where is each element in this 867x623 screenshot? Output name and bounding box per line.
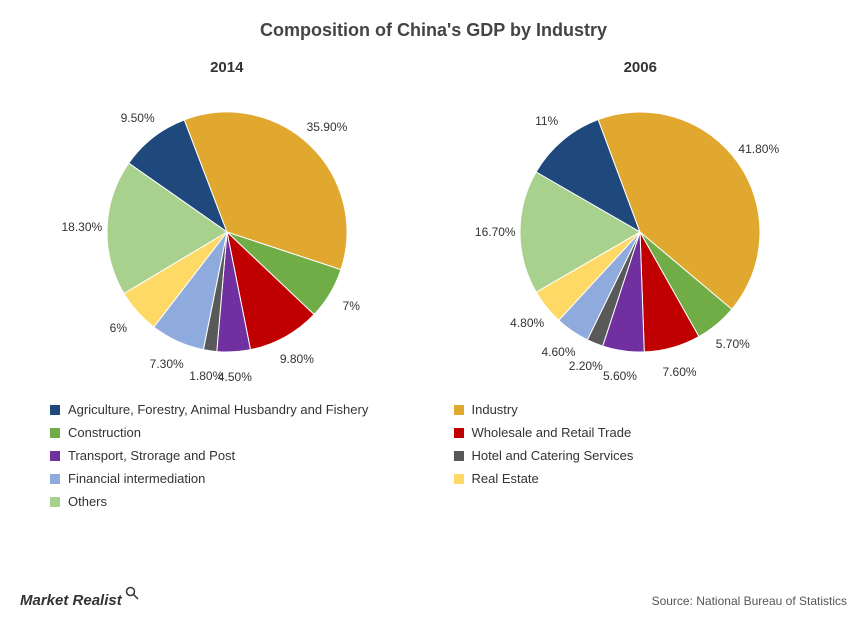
source-text: Source: National Bureau of Statistics: [652, 594, 847, 608]
legend-label: Agriculture, Forestry, Animal Husbandry …: [68, 402, 368, 417]
legend-swatch: [454, 428, 464, 438]
legend-item-real_estate: Real Estate: [454, 471, 818, 486]
pie-chart-2006: 11%41.80%5.70%7.60%5.60%2.20%4.60%4.80%1…: [490, 82, 790, 382]
legend-label: Real Estate: [472, 471, 539, 486]
slice-label-others: 16.70%: [475, 225, 516, 239]
legend-item-transport: Transport, Strorage and Post: [50, 448, 414, 463]
brand-text: Market Realist: [20, 592, 122, 609]
chart-year-label: 2014: [210, 59, 243, 76]
legend-label: Others: [68, 494, 107, 509]
slice-label-financial: 4.60%: [541, 345, 575, 359]
legend-item-others: Others: [50, 494, 414, 509]
slice-label-industry: 35.90%: [307, 120, 348, 134]
slice-label-transport: 5.60%: [603, 369, 637, 383]
pie-chart-2014: 9.50%35.90%7%9.80%4.50%1.80%7.30%6%18.30…: [77, 82, 377, 382]
magnify-icon: [125, 586, 139, 603]
footer: Market Realist Source: National Bureau o…: [20, 592, 847, 609]
slice-label-real_estate: 4.80%: [510, 316, 544, 330]
legend-item-wholesale: Wholesale and Retail Trade: [454, 425, 818, 440]
legend-label: Industry: [472, 402, 518, 417]
slice-label-hotel: 1.80%: [189, 369, 223, 383]
legend: Agriculture, Forestry, Animal Husbandry …: [20, 402, 847, 509]
slice-label-hotel: 2.20%: [569, 359, 603, 373]
legend-swatch: [50, 451, 60, 461]
chart-title: Composition of China's GDP by Industry: [20, 20, 847, 41]
legend-item-hotel: Hotel and Catering Services: [454, 448, 818, 463]
legend-item-financial: Financial intermediation: [50, 471, 414, 486]
chart-column-2014: 20149.50%35.90%7%9.80%4.50%1.80%7.30%6%1…: [77, 59, 377, 382]
slice-label-wholesale: 7.60%: [663, 365, 697, 379]
slice-label-construction: 7%: [343, 299, 360, 313]
slice-label-wholesale: 9.80%: [280, 352, 314, 366]
legend-swatch: [454, 405, 464, 415]
chart-container: Composition of China's GDP by Industry 2…: [0, 0, 867, 623]
legend-item-agriculture: Agriculture, Forestry, Animal Husbandry …: [50, 402, 414, 417]
brand-logo: Market Realist: [20, 592, 139, 609]
legend-label: Transport, Strorage and Post: [68, 448, 235, 463]
legend-swatch: [50, 428, 60, 438]
slice-label-construction: 5.70%: [716, 337, 750, 351]
legend-item-construction: Construction: [50, 425, 414, 440]
chart-column-2006: 2006 11% 41.80% 5.70% 7.60% 5.60%2.20%4.60% 4.…: [490, 59, 790, 382]
slice-label-others: 18.30%: [61, 220, 102, 234]
charts-row: 20149.50%35.90%7%9.80%4.50%1.80%7.30%6%1…: [20, 59, 847, 382]
chart-year-label: 2006: [624, 59, 657, 76]
legend-item-industry: Industry: [454, 402, 818, 417]
legend-label: Financial intermediation: [68, 471, 205, 486]
legend-swatch: [50, 474, 60, 484]
slice-label-real_estate: 6%: [110, 321, 127, 335]
slice-label-financial: 7.30%: [150, 357, 184, 371]
legend-label: Construction: [68, 425, 141, 440]
legend-swatch: [50, 497, 60, 507]
slice-label-agriculture: 11%: [535, 114, 558, 128]
legend-swatch: [454, 451, 464, 461]
slice-label-industry: 41.80%: [738, 142, 779, 156]
legend-label: Wholesale and Retail Trade: [472, 425, 632, 440]
legend-swatch: [50, 405, 60, 415]
legend-label: Hotel and Catering Services: [472, 448, 634, 463]
slice-label-agriculture: 9.50%: [121, 111, 155, 125]
legend-swatch: [454, 474, 464, 484]
